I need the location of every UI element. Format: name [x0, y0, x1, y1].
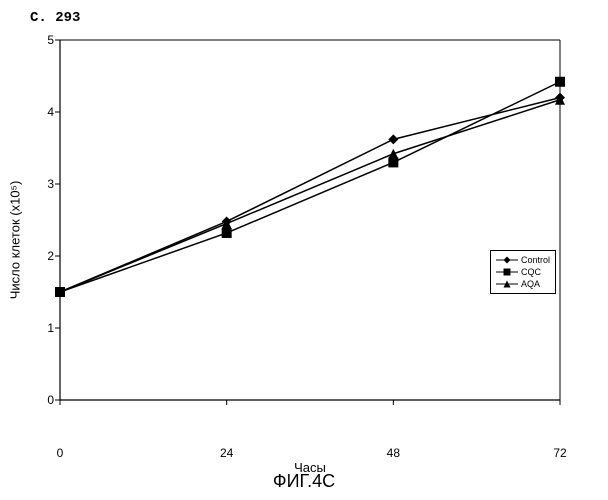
y-tick: 4: [47, 105, 54, 119]
legend-label: CQC: [521, 267, 541, 277]
x-tick: 0: [57, 446, 64, 460]
y-axis-label: Число клеток (x10⁵): [8, 181, 23, 300]
x-tick: 48: [387, 446, 400, 460]
legend: Control CQC AQA: [490, 250, 556, 294]
legend-item: Control: [496, 254, 550, 266]
x-tick: 72: [553, 446, 566, 460]
legend-label: Control: [521, 255, 550, 265]
y-tick: 2: [47, 249, 54, 263]
y-tick: 5: [47, 33, 54, 47]
legend-item: AQA: [496, 278, 550, 290]
page: C. 293 Число клеток (x10⁵) 012345 024487…: [0, 0, 608, 500]
panel-label: C. 293: [30, 10, 80, 26]
legend-item: CQC: [496, 266, 550, 278]
square-icon: [496, 267, 518, 277]
y-tick: 3: [47, 177, 54, 191]
diamond-icon: [496, 255, 518, 265]
x-tick: 24: [220, 446, 233, 460]
triangle-icon: [496, 279, 518, 289]
y-tick: 1: [47, 321, 54, 335]
chart: Число клеток (x10⁵) 012345 0244872 Часы …: [60, 40, 560, 440]
y-tick: 0: [47, 393, 54, 407]
legend-label: AQA: [521, 279, 540, 289]
figure-caption: ФИГ.4C: [273, 471, 335, 492]
plot-svg: [60, 40, 560, 400]
